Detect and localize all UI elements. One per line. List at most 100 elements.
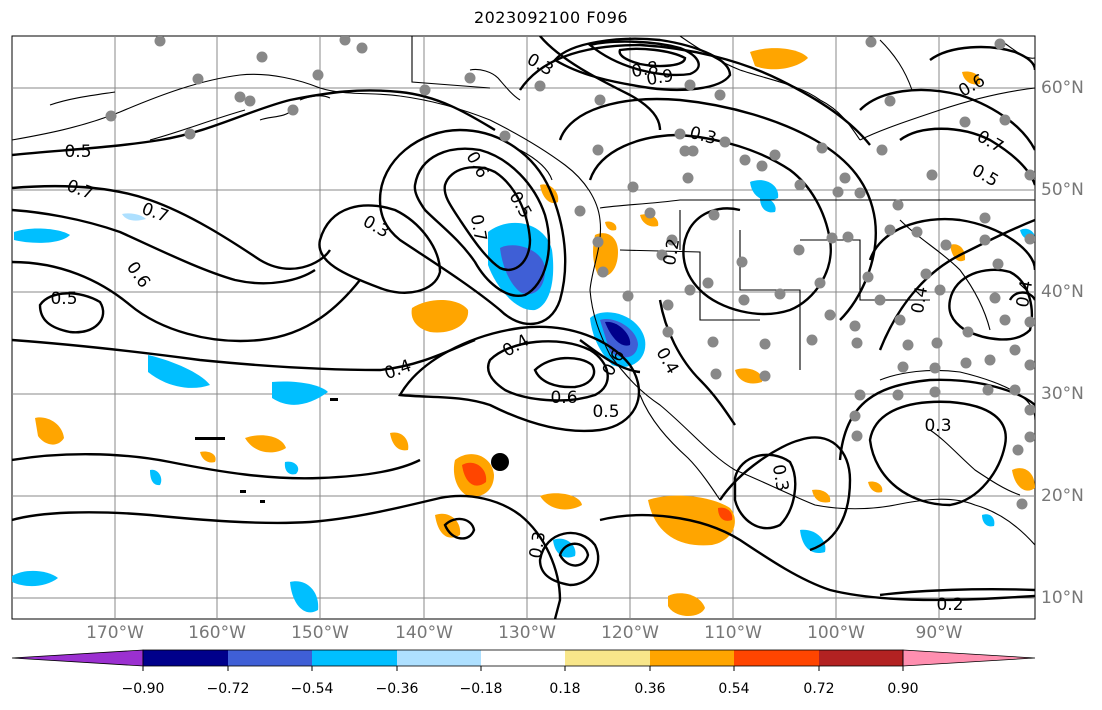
contour-label: 0.7 [466, 213, 490, 243]
contour-label: 0.3 [768, 463, 792, 493]
latitude-label: 50°N [1041, 180, 1084, 200]
contour-label: 0.3 [924, 416, 951, 436]
station-dot [962, 326, 974, 338]
station-dot [931, 337, 943, 349]
station-dot [662, 299, 674, 311]
station-dot [627, 181, 639, 193]
station-dot [674, 128, 686, 140]
colorbar-swatch [397, 650, 481, 666]
station-dot [999, 314, 1011, 326]
station-dot [738, 294, 750, 306]
station-dot [832, 186, 844, 198]
longitude-label: 90°W [915, 623, 963, 643]
contour-label: 0.4 [908, 285, 932, 315]
colorbar-tick-label: 0.72 [803, 681, 835, 697]
station-dot [1009, 384, 1021, 396]
station-dot [892, 389, 904, 401]
station-dot [597, 266, 609, 278]
station-dot [884, 95, 896, 107]
latitude-label: 60°N [1041, 78, 1084, 98]
station-dot [806, 334, 818, 346]
station-dot [702, 277, 714, 289]
colorbar-tick-label: −0.72 [206, 681, 250, 697]
map-title: 2023092100 F096 [473, 8, 629, 27]
contour-label: 0.2 [660, 237, 684, 267]
station-dot [287, 104, 299, 116]
station-dot [656, 249, 668, 261]
station-dot [994, 38, 1006, 50]
station-dot [911, 226, 923, 238]
contour-label: 0.5 [592, 402, 619, 422]
station-dot [464, 72, 476, 84]
station-dot [154, 36, 166, 47]
station-dot [894, 314, 906, 326]
station-dot [874, 294, 886, 306]
station-dot [756, 160, 768, 172]
contour-label-group: 0.50.70.70.60.50.30.60.70.50.40.40.60.50… [50, 50, 1037, 615]
longitude-label: 130°W [498, 623, 556, 643]
station-dot [684, 79, 696, 91]
colorbar-tick-label: 0.90 [887, 681, 919, 697]
colorbar-tick-label: 0.36 [634, 681, 666, 697]
contour-label: 0.4 [1013, 279, 1037, 309]
station-dot [876, 144, 888, 156]
station-dot [682, 172, 694, 184]
station-dot [105, 110, 117, 122]
station-dot [842, 231, 854, 243]
station-dot [902, 339, 914, 351]
station-dot [707, 336, 719, 348]
station-dot [934, 284, 946, 296]
station-dot [816, 142, 828, 154]
longitude-label: 110°W [704, 623, 762, 643]
coastlines [12, 36, 1035, 546]
station-dot [666, 234, 678, 246]
station-dot [982, 384, 994, 396]
colorbar-extend-low [11, 649, 144, 667]
longitude-label: 170°W [86, 623, 144, 643]
station-dot [854, 389, 866, 401]
latitude-label: 10°N [1041, 588, 1084, 608]
station-dot [1009, 344, 1021, 356]
station-dot [592, 144, 604, 156]
station-dot [854, 187, 866, 199]
map-plot: 0.50.70.70.60.50.30.60.70.50.40.40.60.50… [11, 35, 1037, 620]
station-dot [499, 130, 511, 142]
colorbar-tick-label: 0.54 [718, 681, 750, 697]
station-dot [1016, 498, 1028, 510]
longitude-label: 120°W [601, 623, 659, 643]
colorbar-swatch [565, 650, 650, 666]
colorbar-tick-label: −0.90 [121, 681, 165, 697]
longitude-label: 100°W [807, 623, 865, 643]
colorbar-extend-high [902, 649, 1036, 667]
contour-label: 0.3 [526, 530, 550, 560]
station-dot [979, 212, 991, 224]
station-dot [622, 290, 634, 302]
colorbar-swatch [143, 650, 228, 666]
station-dot [793, 244, 805, 256]
station-dot [959, 116, 971, 128]
station-dot [594, 94, 606, 106]
station-dot [849, 410, 861, 422]
station-dot [960, 357, 972, 369]
station-dot [739, 154, 751, 166]
station-dot [256, 51, 268, 63]
station-dot [356, 42, 368, 54]
station-dot [592, 236, 604, 248]
station-dot [312, 69, 324, 81]
station-dot [769, 149, 781, 161]
station-dot [574, 205, 586, 217]
colorbar-swatch [734, 650, 819, 666]
station-dot [192, 73, 204, 85]
station-dot [1024, 233, 1035, 245]
station-dot [644, 207, 656, 219]
contour-lines [12, 36, 1035, 619]
station-dot [984, 354, 996, 366]
station-dot [1024, 404, 1035, 416]
station-dot [884, 224, 896, 236]
colorbar-tick-label: −0.54 [290, 681, 334, 697]
station-dot [1024, 316, 1035, 328]
colorbar-swatch [481, 650, 565, 666]
station-dot [897, 361, 909, 373]
station-dot [759, 370, 771, 382]
station-dot [1024, 431, 1035, 443]
